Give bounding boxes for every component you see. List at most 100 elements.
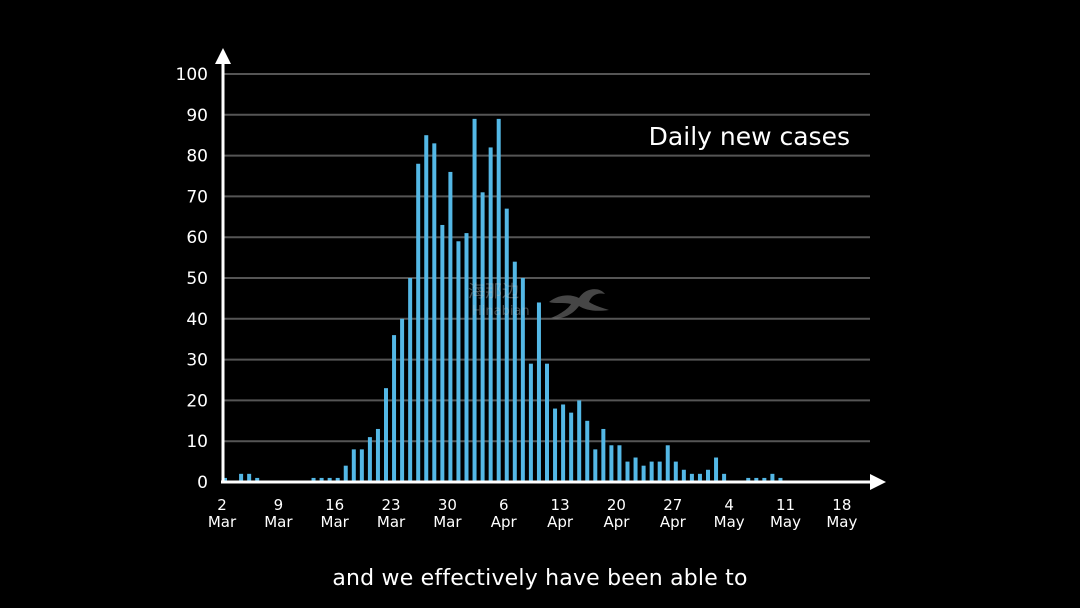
bar	[335, 477, 340, 482]
bar	[311, 477, 316, 482]
bar	[375, 428, 380, 482]
bar	[528, 363, 533, 482]
bar	[762, 477, 767, 482]
bar	[649, 461, 654, 482]
bar	[617, 445, 622, 482]
y-tick-label: 50	[186, 269, 208, 289]
y-tick-label: 80	[186, 147, 208, 167]
gridlines	[223, 73, 870, 443]
x-tick-month: Apr	[660, 513, 687, 531]
y-tick-label: 100	[176, 65, 208, 85]
bar	[464, 233, 469, 482]
x-tick-day: 4	[724, 496, 734, 514]
bar	[689, 473, 694, 482]
bar	[448, 171, 453, 483]
x-tick-month: Mar	[208, 513, 237, 531]
bar	[633, 457, 638, 482]
bar	[384, 388, 388, 482]
x-tick-day: 23	[382, 496, 401, 514]
bar	[770, 473, 775, 482]
bar	[343, 465, 348, 482]
x-tick-day: 18	[832, 496, 851, 514]
bar	[673, 461, 678, 482]
bar	[536, 302, 541, 482]
x-tick-day: 6	[499, 496, 509, 514]
bar	[247, 473, 252, 482]
bar	[681, 469, 686, 482]
x-tick-month: Mar	[321, 513, 350, 531]
y-tick-label: 30	[186, 351, 208, 371]
bar	[408, 278, 413, 482]
bar	[223, 477, 227, 482]
bar	[351, 449, 356, 482]
bar	[746, 477, 751, 482]
series-label: Daily new cases	[649, 122, 850, 151]
bar	[472, 118, 477, 482]
x-tick-month: Mar	[264, 513, 293, 531]
x-tick-month: Apr	[547, 513, 574, 531]
bar	[424, 135, 429, 482]
bar	[512, 261, 517, 482]
bar	[239, 473, 244, 482]
bar	[520, 278, 525, 482]
watermark: 海那边 Hinabian	[468, 282, 530, 322]
watermark-bird-icon	[549, 289, 609, 319]
bar	[593, 449, 598, 482]
x-tick-month: May	[770, 513, 801, 531]
bar	[625, 461, 630, 482]
bar	[488, 147, 493, 482]
bar	[697, 473, 702, 482]
bar	[319, 477, 324, 482]
bar	[432, 143, 437, 483]
bar	[754, 477, 759, 482]
x-tick-month: Apr	[603, 513, 630, 531]
bar	[400, 318, 405, 482]
y-tick-label: 20	[186, 391, 208, 411]
x-tick-day: 20	[607, 496, 626, 514]
x-axis-arrow	[870, 474, 886, 490]
x-tick-month: May	[826, 513, 857, 531]
bar	[496, 118, 501, 482]
bar	[585, 420, 590, 482]
bar-series	[223, 118, 783, 483]
y-axis-arrow	[215, 48, 231, 64]
bar	[416, 163, 421, 482]
bar	[609, 445, 614, 482]
bar	[714, 457, 719, 482]
bar	[778, 477, 783, 482]
bar	[480, 192, 485, 482]
y-tick-label: 40	[186, 310, 208, 330]
bar	[722, 473, 727, 482]
bar	[577, 400, 582, 482]
x-tick-month: Mar	[433, 513, 462, 531]
x-tick-day: 11	[776, 496, 795, 514]
x-tick-day: 13	[551, 496, 570, 514]
y-tick-label: 90	[186, 106, 208, 126]
y-axis-tick-labels: 0 10 20 30 40 50 60 70 80 90 100	[176, 65, 208, 493]
bar	[367, 437, 372, 482]
bar	[657, 461, 662, 482]
x-tick-month: May	[714, 513, 745, 531]
bar	[327, 477, 332, 482]
y-tick-label: 10	[186, 432, 208, 452]
y-tick-label: 70	[186, 187, 208, 207]
x-tick-day: 16	[325, 496, 344, 514]
bar	[456, 241, 461, 482]
x-tick-day: 30	[438, 496, 457, 514]
watermark-en: Hinabian	[472, 304, 530, 319]
bar	[665, 445, 670, 482]
x-tick-day: 27	[663, 496, 682, 514]
y-tick-label: 0	[197, 473, 208, 493]
bar	[504, 208, 509, 482]
x-tick-day: 9	[274, 496, 284, 514]
x-tick-month: Apr	[491, 513, 518, 531]
x-tick-month: Mar	[377, 513, 406, 531]
x-axis-tick-labels: 2Mar9Mar16Mar23Mar30Mar6Apr13Apr20Apr27A…	[208, 496, 858, 531]
x-tick-day: 2	[217, 496, 227, 514]
bar	[359, 449, 364, 482]
bar	[641, 465, 646, 482]
video-caption: and we effectively have been able to	[332, 566, 748, 591]
y-tick-label: 60	[186, 228, 208, 248]
bar	[569, 412, 574, 482]
